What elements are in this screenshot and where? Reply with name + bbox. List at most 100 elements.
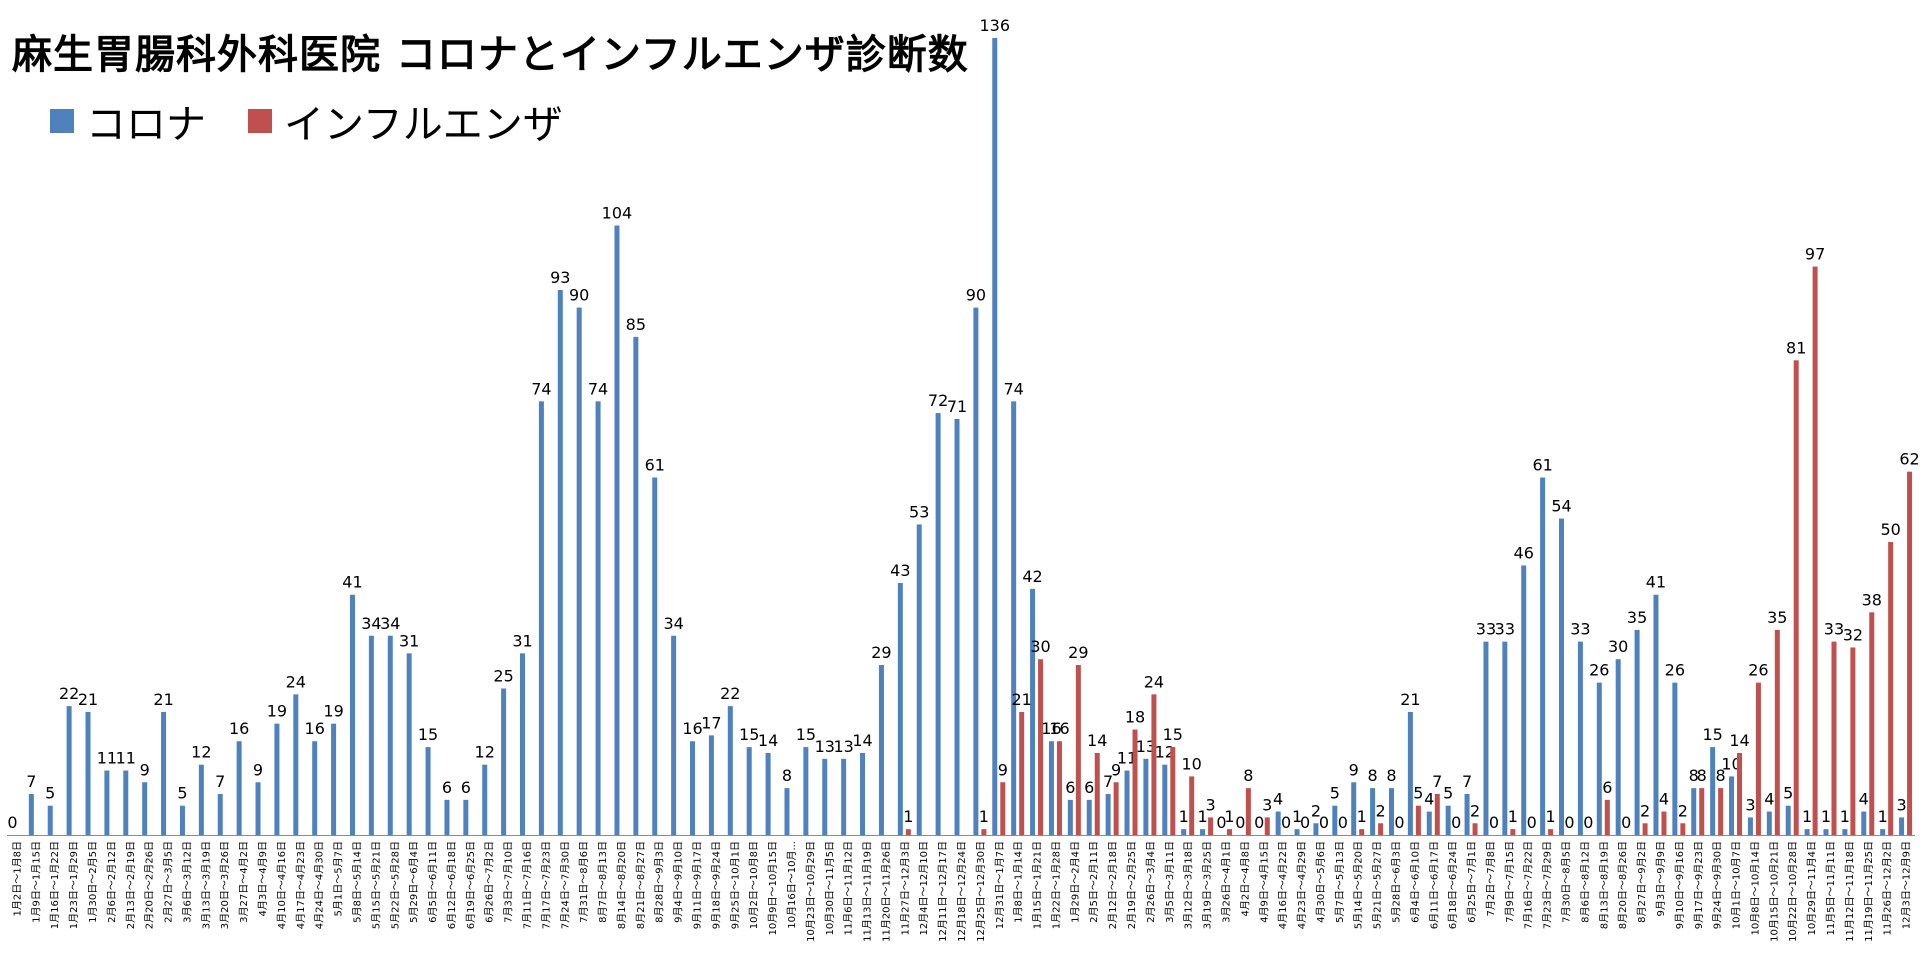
corona-data-label: 33	[1476, 620, 1496, 639]
corona-bar	[973, 307, 979, 836]
influenza-data-label: 14	[1087, 731, 1107, 750]
influenza-bar	[1604, 799, 1610, 835]
influenza-data-label: 18	[1125, 708, 1145, 727]
corona-bar	[161, 711, 167, 835]
influenza-bar	[1642, 823, 1648, 835]
x-tick-label: 7月2日～7月8日	[1485, 841, 1497, 916]
x-tick-label: 1月23日～1月29日	[68, 841, 80, 929]
influenza-bar	[1812, 266, 1818, 835]
corona-bar	[1200, 829, 1206, 835]
corona-bar	[1464, 793, 1470, 835]
influenza-data-label: 8	[1716, 766, 1726, 785]
x-tick-label: 12月31日～1月7日	[994, 841, 1006, 929]
x-tick-label: 10月2日～10月8日	[748, 841, 760, 929]
corona-data-label: 74	[1003, 379, 1023, 398]
corona-data-label: 104	[602, 204, 633, 223]
x-tick-label: 3月26日～4月1日	[1221, 841, 1233, 923]
corona-data-label: 5	[1783, 784, 1793, 803]
corona-data-label: 13	[815, 737, 835, 756]
influenza-data-label: 8	[1697, 766, 1707, 785]
x-tick-label: 8月27日～9月2日	[1636, 841, 1648, 923]
influenza-bar	[1019, 711, 1025, 835]
influenza-bar	[1718, 788, 1724, 835]
corona-data-label: 31	[399, 631, 419, 650]
corona-bar	[85, 711, 91, 835]
corona-data-label: 1	[1179, 807, 1189, 826]
corona-data-label: 6	[461, 778, 471, 797]
corona-data-label: 1	[1840, 807, 1850, 826]
corona-data-label: 3	[1896, 795, 1906, 814]
corona-data-label: 29	[871, 643, 891, 662]
influenza-data-label: 9	[998, 760, 1008, 779]
x-tick-label: 3月19日～3月25日	[1202, 841, 1214, 929]
x-tick-label: 2月5日～2月11日	[1088, 841, 1100, 923]
x-tick-label: 10月9日～10月15日	[767, 841, 779, 936]
x-tick-label: 11月26日～12月2日	[1882, 841, 1894, 936]
corona-bar	[897, 583, 903, 835]
influenza-bar	[1680, 823, 1686, 835]
x-tick-label: 9月11日～9月17日	[692, 841, 704, 929]
corona-data-label: 0	[7, 813, 17, 832]
x-tick-label: 8月20日～8月26日	[1617, 841, 1629, 929]
corona-data-label: 43	[890, 561, 910, 580]
corona-data-label: 72	[928, 391, 948, 410]
corona-bar	[1030, 588, 1036, 835]
x-tick-label: 1月30日～2月5日	[87, 841, 99, 923]
corona-bar	[274, 723, 280, 835]
influenza-bar	[1075, 665, 1081, 835]
corona-bar	[425, 747, 431, 835]
corona-bar	[1729, 776, 1735, 835]
corona-data-label: 26	[1665, 661, 1685, 680]
corona-bar	[860, 752, 866, 835]
corona-bar	[198, 764, 204, 835]
corona-bar	[1691, 788, 1697, 835]
corona-bar	[784, 788, 790, 835]
x-tick-label: 4月3日～4月9日	[257, 841, 269, 916]
influenza-data-label: 2	[1678, 801, 1688, 820]
corona-bar	[690, 741, 696, 835]
corona-data-label: 21	[78, 690, 98, 709]
influenza-data-label: 81	[1786, 338, 1806, 357]
x-tick-label: 12月4日～12月10日	[918, 841, 930, 936]
x-tick-label: 5月22日～5月28日	[389, 841, 401, 929]
x-tick-label: 11月27日～12月3日	[899, 841, 911, 936]
influenza-data-label: 5	[1413, 784, 1423, 803]
corona-bar	[727, 706, 733, 835]
corona-data-label: 7	[1103, 772, 1113, 791]
x-tick-label: 1月29日～2月4日	[1069, 841, 1081, 923]
x-tick-label: 3月6日～3月12日	[182, 841, 194, 923]
x-tick-label: 12月3日～12月9日	[1901, 841, 1913, 929]
x-tick-label: 4月24日～4月30日	[314, 841, 326, 929]
x-tick-label: 5月21日～5月27日	[1372, 841, 1384, 929]
x-tick-label: 10月1日～10月7日	[1731, 841, 1743, 929]
x-tick-label: 4月16日～4月22日	[1277, 841, 1289, 929]
x-tick-label: 3月27日～4月2日	[238, 841, 250, 923]
corona-data-label: 85	[626, 315, 646, 334]
influenza-bar	[981, 829, 987, 835]
corona-bar	[406, 653, 412, 835]
corona-data-label: 90	[569, 286, 589, 305]
corona-bar	[1880, 829, 1886, 835]
corona-bar	[501, 688, 507, 835]
x-tick-label: 10月29日～11月4日	[1806, 841, 1818, 936]
x-tick-label: 4月2日～4月8日	[1239, 841, 1251, 916]
x-tick-label: 11月12日～11月18日	[1844, 841, 1856, 942]
influenza-data-label: 0	[1300, 813, 1310, 832]
corona-data-label: 7	[215, 772, 225, 791]
corona-data-label: 61	[645, 456, 665, 475]
x-tick-label: 1月9日～1月15日	[30, 841, 42, 923]
x-tick-label: 2月13日～2月19日	[125, 841, 137, 929]
x-tick-label: 6月19日～6月25日	[465, 841, 477, 929]
corona-data-label: 74	[531, 379, 551, 398]
corona-bar	[614, 225, 620, 835]
corona-bar	[1804, 829, 1810, 835]
corona-data-label: 5	[1443, 784, 1453, 803]
corona-data-label: 2	[1311, 801, 1321, 820]
influenza-bar	[1831, 641, 1837, 835]
x-tick-label: 6月4日～6月10日	[1409, 841, 1421, 923]
influenza-bar	[1548, 829, 1554, 835]
x-tick-label: 8月13日～8月19日	[1598, 841, 1610, 929]
corona-bar	[1577, 641, 1583, 835]
corona-bar	[916, 524, 922, 835]
corona-bar	[1388, 788, 1394, 835]
